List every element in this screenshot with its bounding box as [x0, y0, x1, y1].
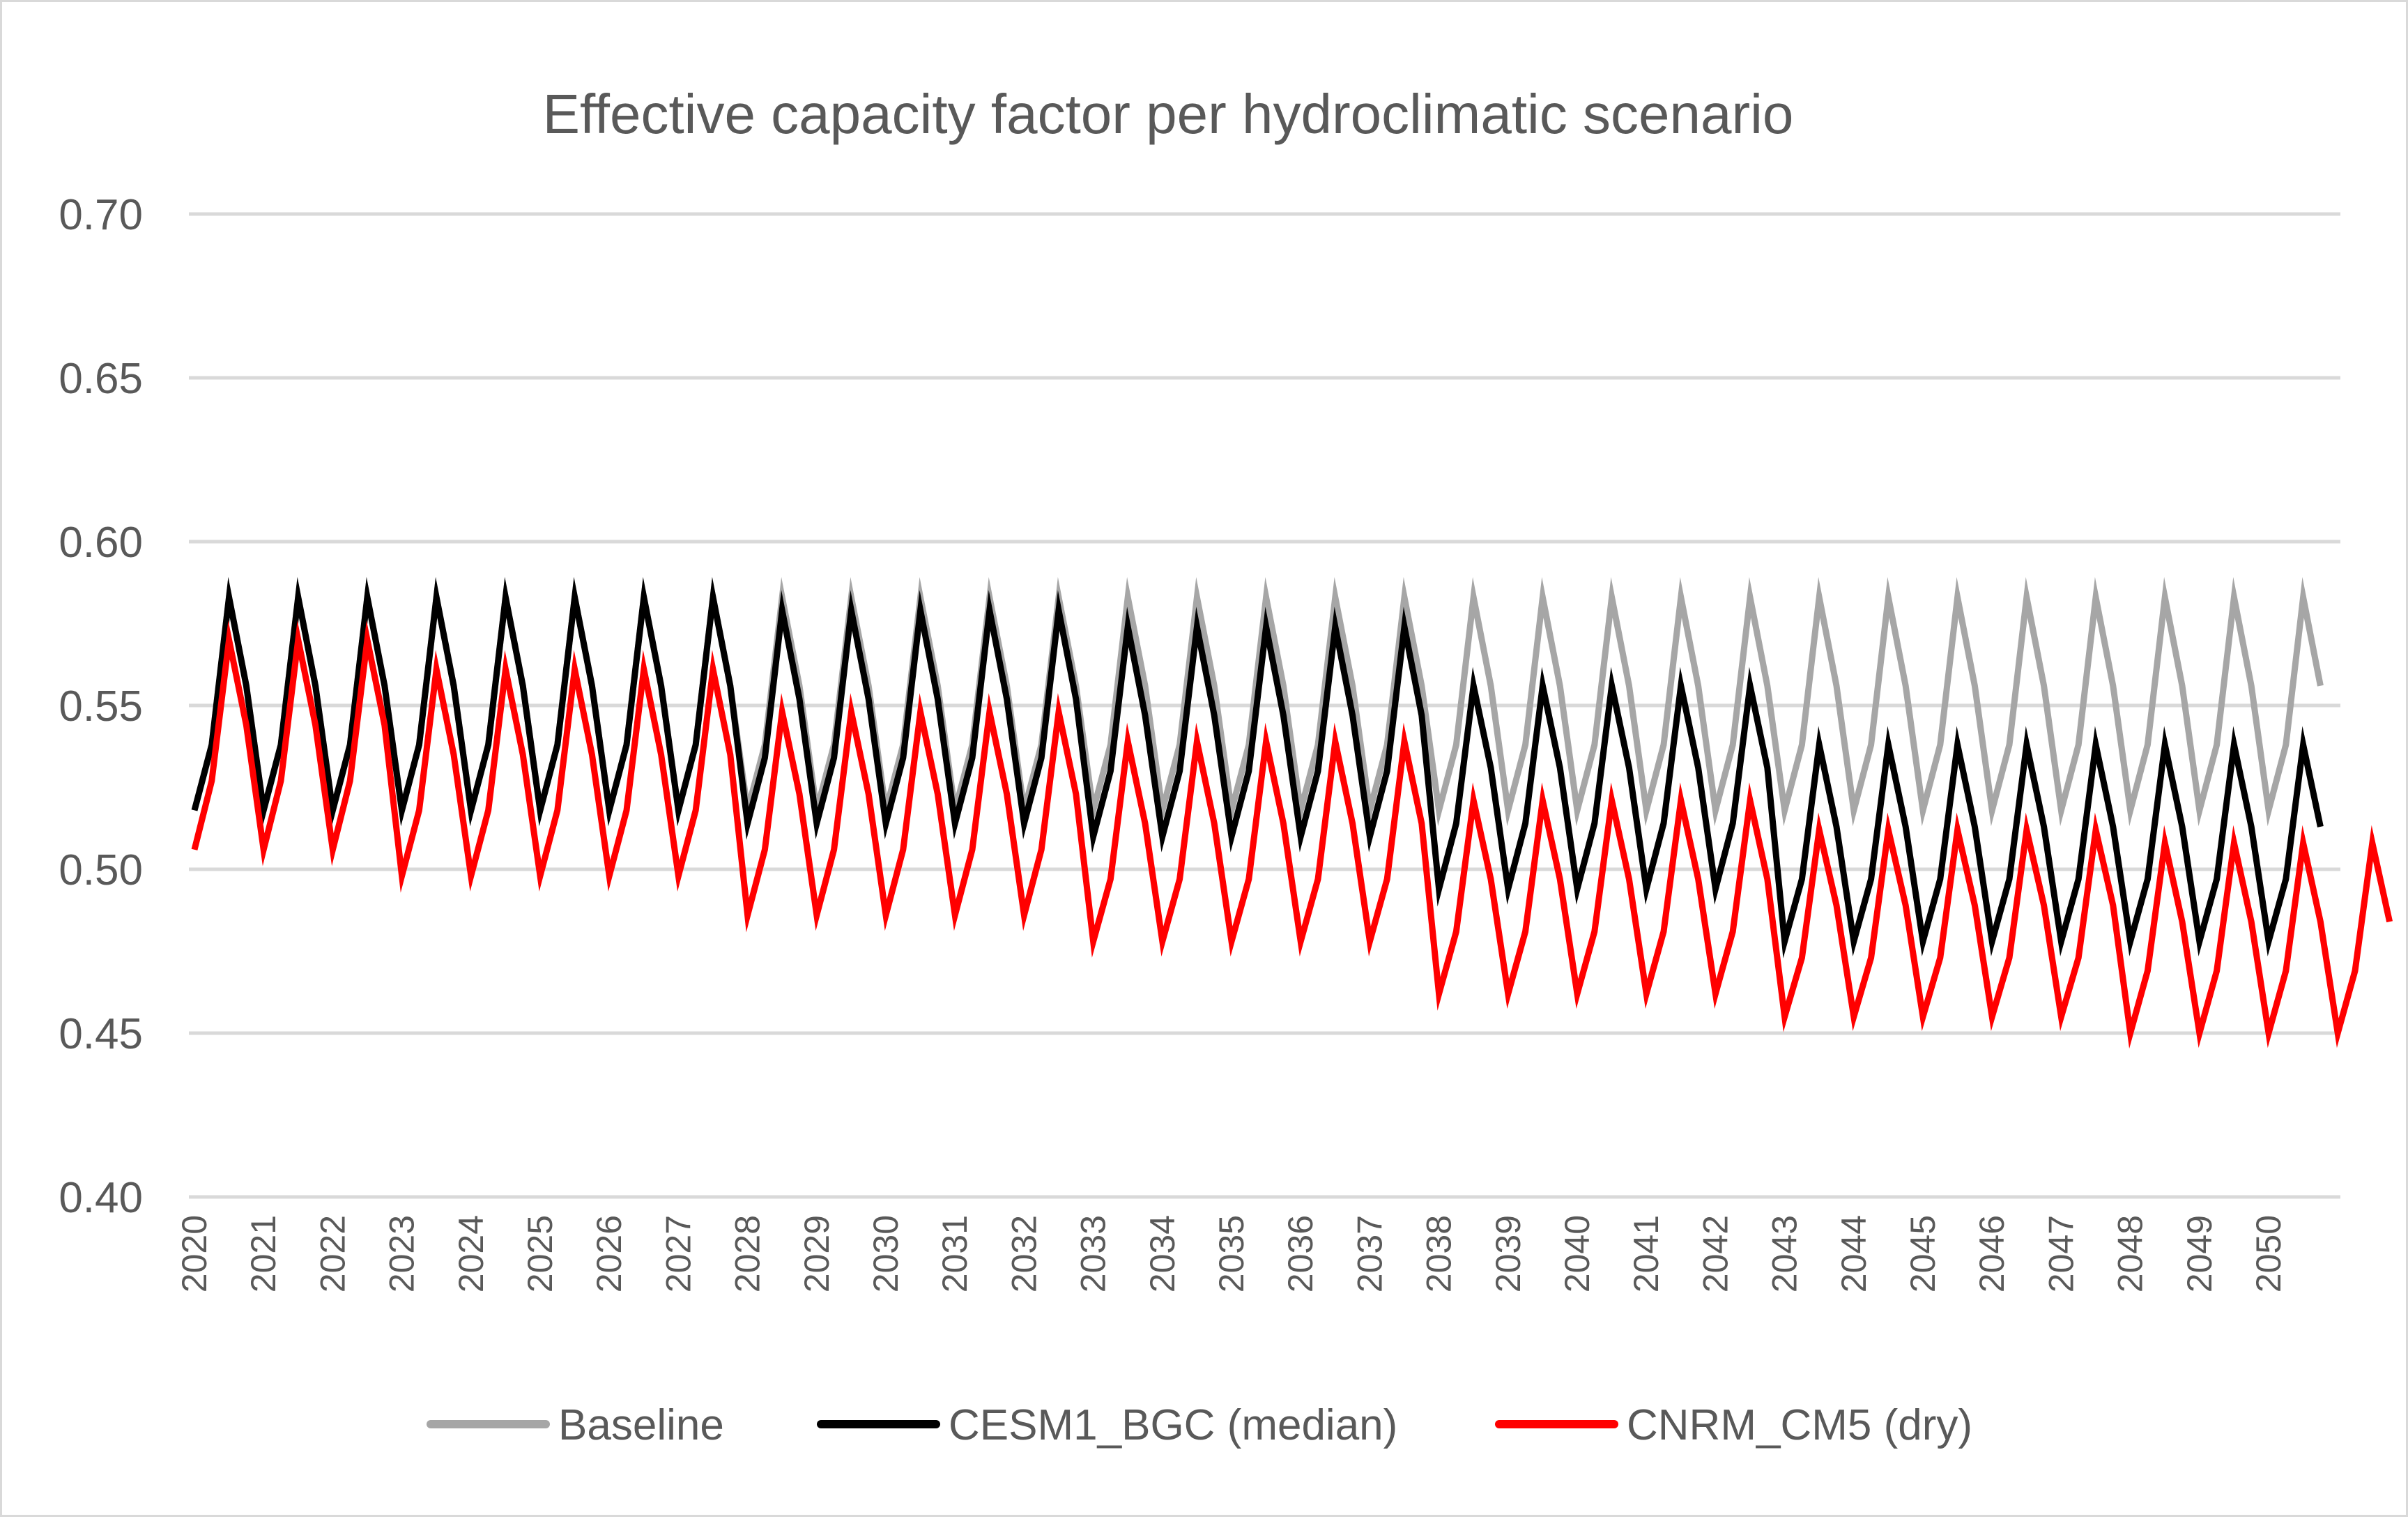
x-tick-label: 2029 [797, 1215, 836, 1292]
legend-label: CNRM_CM5 (dry) [1627, 1401, 1972, 1449]
legend-label: Baseline [558, 1401, 724, 1449]
series-lines [191, 577, 2393, 1049]
chart-title: Effective capacity factor per hydroclima… [543, 83, 1794, 145]
x-tick-label: 2044 [1834, 1215, 1873, 1292]
series-line-1 [191, 577, 2324, 959]
x-tick-label: 2024 [452, 1215, 491, 1292]
x-tick-label: 2030 [866, 1215, 905, 1292]
x-tick-label: 2036 [1281, 1215, 1320, 1292]
x-tick-label: 2035 [1212, 1215, 1251, 1292]
x-tick-label: 2046 [1972, 1215, 2011, 1292]
y-tick-label: 0.60 [59, 519, 143, 567]
x-tick-label: 2041 [1627, 1215, 1666, 1292]
x-tick-label: 2021 [244, 1215, 283, 1292]
x-tick-label: 2031 [935, 1215, 974, 1292]
y-tick-label: 0.65 [59, 355, 143, 403]
x-tick-label: 2025 [521, 1215, 560, 1292]
x-tick-label: 2045 [1903, 1215, 1942, 1292]
x-tick-label: 2040 [1558, 1215, 1597, 1292]
legend: Baseline CESM1_BGC (median) CNRM_CM5 (dry) [427, 1401, 1972, 1449]
x-tick-label: 2028 [728, 1215, 767, 1292]
x-tick-label: 2043 [1765, 1215, 1804, 1292]
legend-label: CESM1_BGC (median) [949, 1401, 1397, 1449]
x-tick-label: 2048 [2111, 1215, 2150, 1292]
x-tick-label: 2027 [659, 1215, 698, 1292]
x-tick-label: 2047 [2041, 1215, 2080, 1292]
y-tick-label: 0.45 [59, 1010, 143, 1058]
gridlines [189, 212, 2340, 1199]
x-tick-label: 2038 [1420, 1215, 1459, 1292]
y-tick-label: 0.50 [59, 846, 143, 894]
x-tick-label: 2037 [1350, 1215, 1389, 1292]
x-tick-label: 2020 [175, 1215, 214, 1292]
x-tick-label: 2032 [1004, 1215, 1043, 1292]
x-tick-label: 2022 [313, 1215, 352, 1292]
x-tick-label: 2050 [2249, 1215, 2288, 1292]
x-tick-label: 2034 [1143, 1215, 1182, 1292]
y-tick-label: 0.70 [59, 191, 143, 239]
x-tick-label: 2033 [1074, 1215, 1113, 1292]
series-line-2 [191, 620, 2393, 1049]
x-tick-label: 2026 [590, 1215, 629, 1292]
y-tick-label: 0.55 [59, 682, 143, 731]
y-axis-ticks: 0.70 0.65 0.60 0.55 0.50 0.45 0.40 [59, 191, 143, 1222]
x-tick-label: 2042 [1696, 1215, 1735, 1292]
x-axis-ticks: 2020 2021 2022 2023 2024 2025 2026 2027 2028 2029… [175, 1215, 2288, 1292]
y-tick-label: 0.40 [59, 1174, 143, 1222]
x-tick-label: 2023 [383, 1215, 422, 1292]
x-tick-label: 2039 [1489, 1215, 1528, 1292]
x-tick-label: 2049 [2180, 1215, 2219, 1292]
